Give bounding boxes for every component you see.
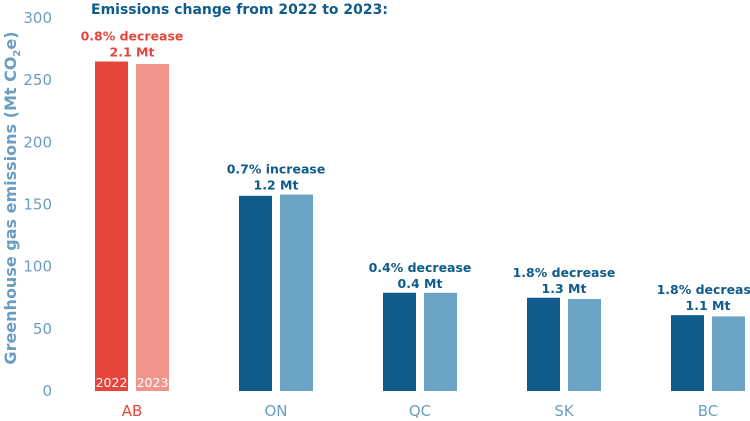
bar-bc-2023 <box>712 316 745 391</box>
x-category-label-on: ON <box>264 402 287 420</box>
annotation-amount-on: 1.2 Mt <box>254 178 299 193</box>
bar-qc-2023 <box>424 292 457 391</box>
y-tick-label: 0 <box>42 382 52 400</box>
bar-on-2023 <box>280 194 313 391</box>
y-tick-label: 100 <box>23 258 52 276</box>
x-category-label-bc: BC <box>698 402 719 420</box>
annotation-amount-qc: 0.4 Mt <box>398 276 443 291</box>
annotation-change-sk: 1.8% decrease <box>513 265 616 280</box>
y-axis-label: Greenhouse gas emissions (Mt CO2e) <box>1 31 23 364</box>
bar-ab-2022 <box>95 61 128 392</box>
y-tick-label: 50 <box>33 320 52 338</box>
annotation-amount-ab: 2.1 Mt <box>110 45 155 60</box>
bar-sk-2022 <box>527 297 560 391</box>
bar-on-2022 <box>239 195 272 391</box>
x-category-label-ab: AB <box>122 402 143 420</box>
bar-ab-2023 <box>136 64 169 392</box>
annotation-change-on: 0.7% increase <box>227 162 326 177</box>
y-tick-label: 200 <box>23 133 52 151</box>
annotation-change-bc: 1.8% decrease <box>657 282 750 297</box>
annotation-amount-bc: 1.1 Mt <box>686 298 731 313</box>
x-category-label-qc: QC <box>409 402 431 420</box>
bar-year-label-2023: 2023 <box>137 375 169 390</box>
chart-title: Emissions change from 2022 to 2023: <box>91 2 388 18</box>
annotation-change-ab: 0.8% decrease <box>81 29 184 44</box>
bar-qc-2022 <box>383 292 416 391</box>
annotation-amount-sk: 1.3 Mt <box>542 281 587 296</box>
bar-bc-2022 <box>671 315 704 391</box>
x-category-label-sk: SK <box>554 402 575 420</box>
bar-year-label-2022: 2022 <box>96 375 128 390</box>
y-tick-label: 150 <box>23 196 52 214</box>
annotation-change-qc: 0.4% decrease <box>369 260 472 275</box>
y-tick-label: 300 <box>23 9 52 27</box>
bar-sk-2023 <box>568 298 601 391</box>
y-tick-label: 250 <box>23 71 52 89</box>
